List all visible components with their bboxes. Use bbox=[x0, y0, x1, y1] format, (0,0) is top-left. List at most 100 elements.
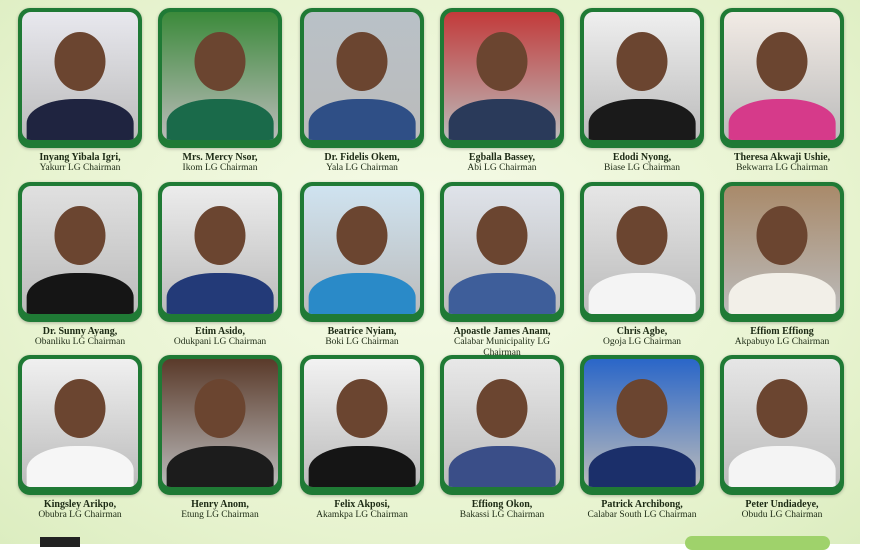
official-photo bbox=[724, 12, 840, 140]
photo-frame bbox=[300, 182, 424, 322]
official-card: Chris Agbe, Ogoja LG Chairman bbox=[580, 182, 704, 348]
official-role: Obubra LG Chairman bbox=[38, 510, 122, 520]
official-role: Ogoja LG Chairman bbox=[602, 337, 682, 347]
photo-frame bbox=[580, 355, 704, 495]
official-card: Beatrice Nyiam, Boki LG Chairman bbox=[300, 182, 424, 348]
official-name: Effiong Okon, bbox=[471, 499, 533, 510]
caption: Mrs. Mercy Nsor, Ikom LG Chairman bbox=[158, 152, 282, 174]
official-role: Obanliku LG Chairman bbox=[34, 337, 126, 347]
official-role: Calabar South LG Chairman bbox=[587, 510, 697, 520]
figure-body bbox=[588, 99, 696, 140]
official-name: Etim Asido, bbox=[194, 326, 245, 337]
figure-head bbox=[54, 379, 106, 439]
official-role: Abi LG Chairman bbox=[467, 163, 537, 173]
figure-body bbox=[308, 273, 416, 314]
caption: Theresa Akwaji Ushie, Bekwarra LG Chairm… bbox=[720, 152, 844, 174]
official-name: Dr. Fidelis Okem, bbox=[324, 152, 400, 163]
official-photo bbox=[304, 12, 420, 140]
caption: Apoastle James Anam, Calabar Municipalit… bbox=[440, 326, 564, 359]
caption: Felix Akposi, Akamkpa LG Chairman bbox=[300, 499, 424, 521]
official-role: Bakassi LG Chairman bbox=[459, 510, 545, 520]
figure-head bbox=[336, 32, 388, 92]
official-photo bbox=[22, 359, 138, 487]
official-card: Henry Anom, Etung LG Chairman bbox=[158, 355, 282, 521]
figure-body bbox=[166, 446, 274, 487]
figure-head bbox=[194, 32, 246, 92]
official-role: Odukpani LG Chairman bbox=[173, 337, 267, 347]
figure-head bbox=[194, 206, 246, 266]
photo-frame bbox=[440, 355, 564, 495]
official-role: Ikom LG Chairman bbox=[182, 163, 258, 173]
figure-head bbox=[336, 379, 388, 439]
official-role: Obudu LG Chairman bbox=[741, 510, 823, 520]
photo-frame bbox=[720, 182, 844, 322]
official-name: Peter Undiadeye, bbox=[745, 499, 819, 510]
photo-frame bbox=[440, 8, 564, 148]
official-role: Etung LG Chairman bbox=[181, 510, 259, 520]
caption: Dr. Sunny Ayang, Obanliku LG Chairman bbox=[18, 326, 142, 348]
figure-head bbox=[756, 32, 808, 92]
caption: Peter Undiadeye, Obudu LG Chairman bbox=[720, 499, 844, 521]
caption: Beatrice Nyiam, Boki LG Chairman bbox=[300, 326, 424, 348]
official-card: Dr. Fidelis Okem, Yala LG Chairman bbox=[300, 8, 424, 174]
official-photo bbox=[304, 186, 420, 314]
official-photo bbox=[162, 359, 278, 487]
official-photo bbox=[22, 12, 138, 140]
official-card: Peter Undiadeye, Obudu LG Chairman bbox=[720, 355, 844, 521]
official-photo bbox=[444, 12, 560, 140]
official-name: Apoastle James Anam, bbox=[453, 326, 551, 337]
official-name: Egballa Bassey, bbox=[468, 152, 536, 163]
official-role: Yakurr LG Chairman bbox=[39, 163, 121, 173]
figure-body bbox=[588, 446, 696, 487]
official-role: Biase LG Chairman bbox=[604, 163, 680, 173]
caption: Etim Asido, Odukpani LG Chairman bbox=[158, 326, 282, 348]
official-photo bbox=[724, 186, 840, 314]
official-role: Bekwarra LG Chairman bbox=[736, 163, 828, 173]
figure-head bbox=[476, 206, 528, 266]
figure-head bbox=[616, 32, 668, 92]
official-card: Mrs. Mercy Nsor, Ikom LG Chairman bbox=[158, 8, 282, 174]
footer-banner bbox=[685, 536, 830, 550]
official-name: Beatrice Nyiam, bbox=[327, 326, 397, 337]
official-name: Effiom Effiong bbox=[750, 326, 814, 337]
caption: Effiom Effiong Akpabuyo LG Chairman bbox=[720, 326, 844, 348]
figure-body bbox=[308, 446, 416, 487]
official-photo bbox=[584, 186, 700, 314]
official-photo bbox=[444, 186, 560, 314]
photo-frame bbox=[580, 182, 704, 322]
official-card: Dr. Sunny Ayang, Obanliku LG Chairman bbox=[18, 182, 142, 348]
official-card: Apoastle James Anam, Calabar Municipalit… bbox=[440, 182, 564, 359]
figure-body bbox=[166, 99, 274, 140]
official-photo bbox=[444, 359, 560, 487]
caption: Dr. Fidelis Okem, Yala LG Chairman bbox=[300, 152, 424, 174]
official-name: Mrs. Mercy Nsor, bbox=[182, 152, 258, 163]
official-photo bbox=[724, 359, 840, 487]
official-name: Kingsley Arikpo, bbox=[43, 499, 117, 510]
photo-frame bbox=[720, 8, 844, 148]
photo-frame bbox=[18, 8, 142, 148]
caption: Effiong Okon, Bakassi LG Chairman bbox=[440, 499, 564, 521]
figure-head bbox=[616, 379, 668, 439]
official-name: Inyang Yibala Igri, bbox=[39, 152, 121, 163]
footer-logo bbox=[40, 537, 80, 547]
caption: Egballa Bassey, Abi LG Chairman bbox=[440, 152, 564, 174]
figure-body bbox=[728, 99, 836, 140]
figure-head bbox=[54, 206, 106, 266]
official-role: Akamkpa LG Chairman bbox=[316, 510, 408, 520]
official-name: Felix Akposi, bbox=[334, 499, 390, 510]
caption: Patrick Archibong, Calabar South LG Chai… bbox=[580, 499, 704, 521]
figure-body bbox=[26, 273, 134, 314]
official-card: Theresa Akwaji Ushie, Bekwarra LG Chairm… bbox=[720, 8, 844, 174]
figure-body bbox=[728, 273, 836, 314]
figure-body bbox=[308, 99, 416, 140]
official-card: Egballa Bassey, Abi LG Chairman bbox=[440, 8, 564, 174]
official-card: Felix Akposi, Akamkpa LG Chairman bbox=[300, 355, 424, 521]
official-card: Patrick Archibong, Calabar South LG Chai… bbox=[580, 355, 704, 521]
caption: Henry Anom, Etung LG Chairman bbox=[158, 499, 282, 521]
figure-body bbox=[26, 446, 134, 487]
figure-body bbox=[26, 99, 134, 140]
official-photo bbox=[304, 359, 420, 487]
official-name: Henry Anom, bbox=[191, 499, 249, 510]
caption: Edodi Nyong, Biase LG Chairman bbox=[580, 152, 704, 174]
figure-body bbox=[448, 99, 556, 140]
